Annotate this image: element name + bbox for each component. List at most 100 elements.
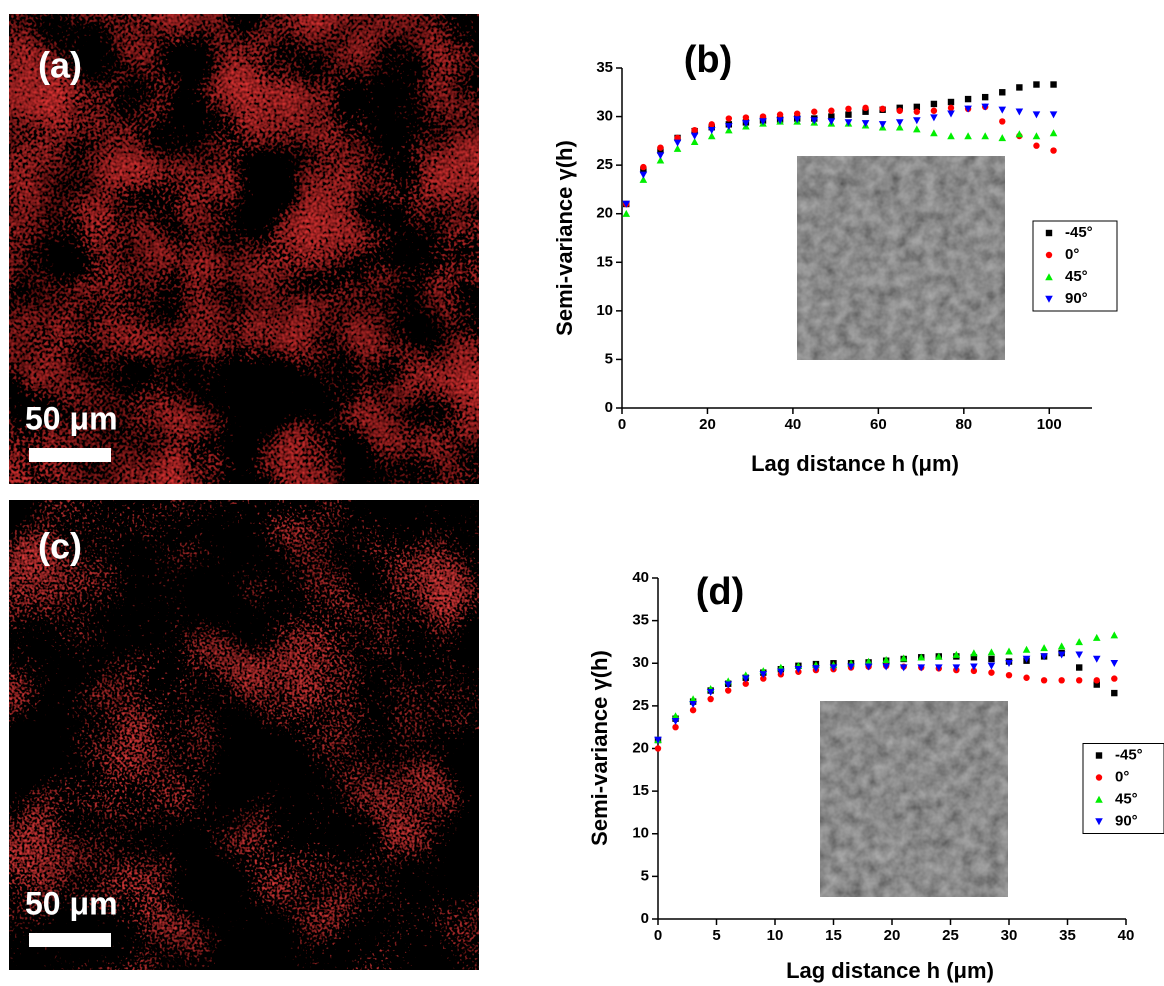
legend-label: 90° — [1115, 812, 1138, 829]
x-tick-label: 10 — [767, 927, 784, 944]
marker — [998, 134, 1007, 142]
panel-label: (a) — [38, 45, 82, 86]
marker — [776, 117, 784, 125]
legend-marker — [1045, 273, 1053, 281]
y-tick-label: 0 — [641, 910, 649, 927]
chart-title: (d) — [696, 571, 745, 613]
legend-label: 0° — [1115, 768, 1129, 785]
marker — [896, 107, 903, 114]
marker — [882, 656, 890, 664]
legend-marker — [1095, 774, 1103, 781]
marker — [862, 104, 869, 112]
marker — [1022, 655, 1031, 663]
marker — [690, 138, 699, 146]
legend-label: -45° — [1115, 746, 1143, 763]
marker — [987, 662, 996, 670]
marker — [1050, 81, 1057, 88]
x-tick-label: 5 — [712, 927, 720, 944]
inset-image — [797, 156, 1005, 360]
marker — [1005, 660, 1013, 668]
marker — [988, 655, 995, 663]
marker — [725, 123, 733, 131]
marker — [810, 117, 819, 125]
marker — [845, 105, 852, 113]
x-tick-label: 20 — [884, 927, 901, 944]
marker — [1110, 660, 1119, 668]
marker — [793, 110, 801, 117]
marker — [742, 120, 750, 128]
marker — [913, 103, 921, 111]
marker — [725, 687, 732, 694]
marker — [899, 664, 908, 672]
marker — [952, 664, 961, 672]
marker — [741, 675, 750, 683]
marker — [811, 108, 818, 115]
marker — [828, 107, 835, 114]
marker — [708, 121, 715, 128]
marker — [742, 114, 750, 121]
y-tick-label: 25 — [596, 156, 613, 173]
marker — [1057, 651, 1066, 659]
y-tick-label: 15 — [596, 253, 613, 270]
marker — [895, 123, 904, 131]
x-tick-label: 60 — [870, 416, 887, 433]
legend-label: 45° — [1115, 790, 1138, 807]
scale-bar-label: 50 μm — [25, 400, 118, 436]
marker — [706, 689, 715, 697]
marker — [947, 104, 955, 112]
marker — [691, 126, 698, 134]
y-tick-label: 35 — [596, 59, 613, 76]
marker — [760, 675, 767, 682]
y-tick-label: 0 — [605, 399, 613, 416]
marker — [930, 107, 938, 114]
legend-marker — [1045, 251, 1053, 259]
marker — [707, 132, 716, 140]
y-tick-label: 10 — [596, 302, 613, 319]
marker — [1015, 108, 1024, 116]
y-axis-title: Semi-variance γ(h) — [587, 650, 612, 846]
marker — [998, 106, 1007, 114]
y-tick-label: 10 — [632, 825, 649, 842]
legend-label: 45° — [1065, 268, 1088, 285]
marker — [947, 110, 955, 118]
marker — [999, 89, 1006, 96]
x-axis-title: Lag distance h (μm) — [751, 451, 959, 476]
marker — [1092, 633, 1101, 641]
marker — [879, 105, 886, 113]
x-tick-label: 30 — [1001, 927, 1018, 944]
marker — [656, 156, 665, 164]
marker — [673, 144, 682, 152]
marker — [622, 209, 631, 217]
marker — [917, 664, 926, 672]
x-tick-label: 0 — [618, 416, 626, 433]
marker — [829, 664, 838, 672]
x-tick-label: 25 — [942, 927, 959, 944]
marker — [930, 114, 938, 122]
marker — [970, 667, 978, 675]
inset-image — [820, 701, 1008, 897]
marker — [845, 111, 852, 118]
marker — [622, 200, 631, 208]
marker — [671, 712, 680, 720]
marker — [1023, 674, 1030, 681]
marker — [1092, 655, 1101, 663]
x-tick-label: 0 — [654, 927, 662, 944]
marker — [882, 663, 890, 671]
marker — [999, 118, 1006, 125]
marker — [899, 654, 908, 662]
legend-marker — [1045, 295, 1053, 303]
marker — [1040, 653, 1048, 661]
marker — [672, 723, 679, 731]
legend-marker — [1045, 229, 1053, 237]
marker — [1057, 642, 1066, 650]
marker — [964, 95, 972, 103]
marker — [776, 111, 784, 118]
marker — [671, 718, 680, 726]
marker — [930, 129, 938, 137]
marker — [988, 669, 995, 676]
marker — [864, 663, 873, 671]
legend-marker — [1095, 795, 1103, 803]
marker — [913, 125, 921, 133]
x-tick-label: 100 — [1037, 416, 1062, 433]
marker — [1032, 132, 1041, 140]
